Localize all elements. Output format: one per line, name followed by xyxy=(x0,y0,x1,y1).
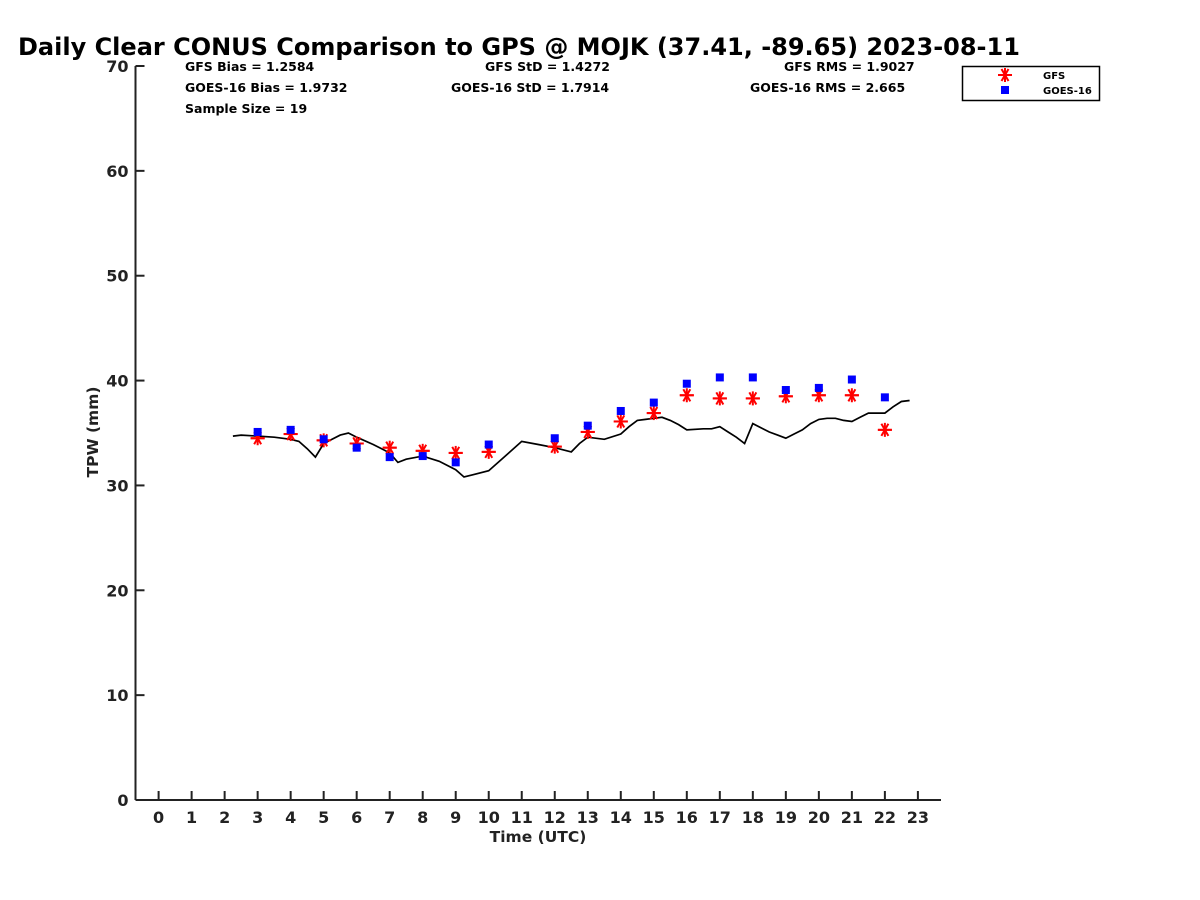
goes16-point xyxy=(352,443,361,452)
y-tick-label: 10 xyxy=(106,686,128,705)
x-tick-label: 14 xyxy=(610,808,632,827)
goes16-point xyxy=(451,458,460,467)
gfs-bias-stat: GFS Bias = 1.2584 xyxy=(185,59,315,74)
y-tick-label: 40 xyxy=(106,372,128,391)
x-tick-label: 11 xyxy=(511,808,533,827)
goes16-point xyxy=(319,435,328,444)
x-tick-label: 10 xyxy=(478,808,500,827)
y-tick-label: 20 xyxy=(106,581,128,600)
x-tick-label: 22 xyxy=(874,808,896,827)
legend-gfs-marker xyxy=(998,68,1012,82)
goes-rms-stat: GOES-16 RMS = 2.665 xyxy=(750,80,905,95)
goes16-point xyxy=(748,373,757,382)
goes16-point xyxy=(484,440,493,449)
x-tick-label: 2 xyxy=(219,808,230,827)
goes16-point xyxy=(715,373,724,382)
x-tick-label: 8 xyxy=(417,808,428,827)
x-tick-label: 16 xyxy=(676,808,698,827)
x-tick-label: 9 xyxy=(450,808,461,827)
goes-bias-stat: GOES-16 Bias = 1.9732 xyxy=(185,80,347,95)
x-tick-label: 6 xyxy=(351,808,362,827)
x-tick-label: 15 xyxy=(643,808,665,827)
y-tick-label: 60 xyxy=(106,162,128,181)
gfs-point xyxy=(745,391,760,406)
goes16-series-points xyxy=(253,373,889,467)
goes16-point xyxy=(814,383,823,392)
x-tick-label: 7 xyxy=(384,808,395,827)
gfs-point xyxy=(844,388,859,403)
gfs-point xyxy=(646,406,661,421)
goes16-point xyxy=(616,406,625,415)
legend: GFS GOES-16 xyxy=(961,65,1101,102)
x-tick-label: 1 xyxy=(186,808,197,827)
legend-gfs-asterisk xyxy=(998,68,1012,82)
goes-std-stat: GOES-16 StD = 1.7914 xyxy=(451,80,609,95)
goes16-point xyxy=(682,379,691,388)
y-tick-label: 70 xyxy=(106,57,128,76)
x-tick-label: 12 xyxy=(544,808,566,827)
y-axis-label: TPW (mm) xyxy=(84,387,102,478)
legend-gfs-label: GFS xyxy=(1043,71,1065,82)
y-tick-label: 30 xyxy=(106,476,128,495)
x-axis-ticks: 0 1 2 3 4 5 6 7 8 9 10 11 12 13 14 15 16 17 18 19 20 21 22 23 xyxy=(153,791,929,827)
x-tick-label: 0 xyxy=(153,808,164,827)
sample-size-stat: Sample Size = 19 xyxy=(185,101,307,116)
gfs-point xyxy=(382,440,397,455)
gfs-point xyxy=(679,388,694,403)
x-tick-label: 20 xyxy=(808,808,830,827)
legend-box xyxy=(961,65,1101,102)
y-axis-ticks: 0 10 20 30 40 50 60 70 xyxy=(106,57,145,810)
legend-goes16-marker xyxy=(1001,86,1009,94)
gfs-point xyxy=(712,391,727,406)
goes16-point xyxy=(649,398,658,407)
x-tick-label: 17 xyxy=(709,808,731,827)
gfs-point xyxy=(877,422,892,437)
x-tick-label: 21 xyxy=(841,808,863,827)
x-tick-label: 5 xyxy=(318,808,329,827)
goes16-point xyxy=(583,421,592,430)
y-tick-label: 0 xyxy=(117,791,128,810)
x-tick-label: 19 xyxy=(775,808,797,827)
goes16-point xyxy=(286,425,295,434)
goes16-point xyxy=(253,427,262,436)
x-tick-label: 18 xyxy=(742,808,764,827)
plot-area xyxy=(232,373,910,478)
goes16-point xyxy=(880,393,889,402)
gfs-series-points xyxy=(250,388,892,460)
gfs-std-stat: GFS StD = 1.4272 xyxy=(485,59,610,74)
x-axis-label: Time (UTC) xyxy=(490,828,587,846)
gfs-point xyxy=(448,445,463,460)
legend-goes16-label: GOES-16 xyxy=(1043,86,1092,97)
gps-series-line xyxy=(232,399,910,478)
x-tick-label: 3 xyxy=(252,808,263,827)
goes16-point xyxy=(385,453,394,462)
goes16-point xyxy=(847,375,856,384)
x-tick-label: 4 xyxy=(285,808,296,827)
goes16-point xyxy=(550,434,559,443)
gfs-point xyxy=(613,414,628,429)
chart-title: Daily Clear CONUS Comparison to GPS @ MO… xyxy=(18,33,1020,61)
x-tick-label: 13 xyxy=(577,808,599,827)
goes16-point xyxy=(418,452,427,461)
y-tick-label: 50 xyxy=(106,267,128,286)
x-tick-label: 23 xyxy=(907,808,929,827)
gfs-rms-stat: GFS RMS = 1.9027 xyxy=(784,59,915,74)
goes16-point xyxy=(781,386,790,395)
